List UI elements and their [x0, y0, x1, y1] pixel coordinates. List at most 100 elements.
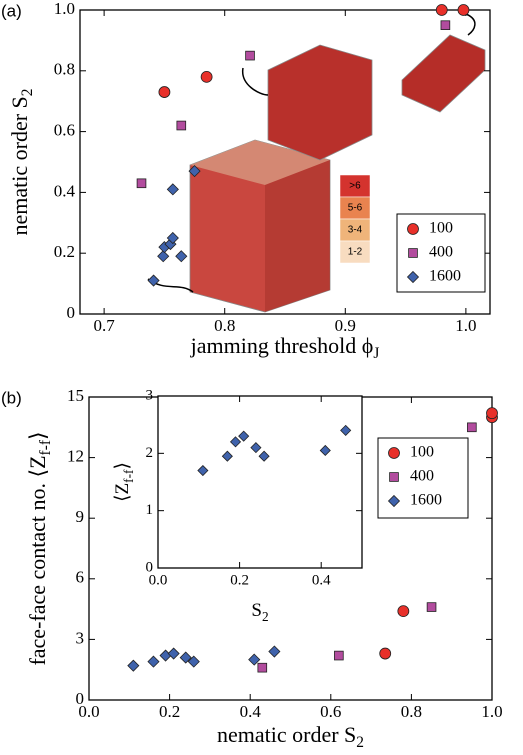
colorbar-swatch — [339, 240, 371, 264]
cube-illustrations — [147, 13, 486, 313]
y-tick-label: 1.0 — [54, 0, 75, 18]
x-axis-label-text: jamming threshold ϕ — [190, 333, 374, 358]
y-axis-label-text: face-face contact no. ⟨Z — [25, 455, 50, 665]
slab — [401, 34, 486, 113]
point — [147, 274, 160, 287]
point — [221, 450, 233, 462]
y-axis-label-end: ⟩ — [25, 431, 50, 440]
panel: 0.7 0.8 0.9 1.0 0 0.2 0.4 0.6 0.8 1.0 jamming thre… — [1, 0, 491, 362]
ordered-cube — [267, 44, 373, 161]
y-tick-label: 6 — [76, 568, 85, 587]
legend-marker — [387, 494, 401, 508]
y-axis-label-sub: 2 — [19, 89, 36, 97]
legend-label: 100 — [429, 220, 453, 237]
connector — [242, 67, 269, 96]
point — [229, 436, 242, 448]
point — [258, 450, 270, 462]
x-tick-label: 0.0 — [149, 572, 168, 588]
y-axis-label-sub: f-f — [121, 469, 136, 483]
legend-symbol — [388, 447, 400, 459]
cube-side — [265, 160, 330, 312]
point — [136, 178, 147, 189]
y-tick-label: 1 — [146, 502, 154, 518]
point — [127, 659, 140, 672]
point — [486, 407, 498, 420]
y-axis-label: face-face contact no. ⟨Zf-f⟩ — [25, 431, 53, 665]
point — [250, 442, 262, 454]
legend-label: 1600 — [410, 492, 442, 509]
legend-marker — [388, 447, 400, 459]
colorbar-label: 5-6 — [348, 203, 363, 214]
cube-top — [190, 140, 330, 185]
x-tick-label: 0.0 — [78, 702, 99, 721]
x-axis-label-sub: 2 — [262, 609, 269, 624]
x-tick-label: 0.2 — [159, 702, 180, 721]
point — [440, 20, 451, 30]
x-tick-label: 0.9 — [335, 316, 356, 335]
panel-label: (a) — [1, 1, 22, 20]
colorbar-label: 3-4 — [348, 225, 363, 236]
y-axis-label-end: ⟩ — [112, 462, 133, 469]
y-axis-label-sub: f-f — [37, 439, 54, 455]
point — [245, 50, 255, 61]
panel-label: (b) — [1, 388, 22, 407]
legend-label: 1600 — [429, 268, 461, 285]
point — [166, 231, 179, 245]
legend-marker — [406, 270, 420, 284]
x-axis-label: nematic order S2 — [217, 722, 364, 750]
x-tick-label: 0.4 — [312, 572, 331, 588]
x-tick-label: 1.0 — [481, 702, 502, 721]
point — [248, 653, 261, 666]
x-tick-label: 0.7 — [93, 316, 115, 335]
x-tick-label: 0.8 — [401, 702, 422, 721]
legend-marker — [389, 472, 399, 482]
point — [147, 655, 160, 668]
y-tick-label: 0 — [76, 689, 85, 708]
point — [158, 86, 171, 98]
legend-label: 100 — [410, 444, 434, 461]
point — [379, 647, 392, 660]
point — [176, 120, 187, 131]
x-axis-label-sub: 2 — [356, 734, 364, 751]
y-axis-label: ⟨Zf-f⟩ — [112, 462, 136, 502]
legend-symbol — [387, 494, 401, 508]
y-tick-label: 0.6 — [54, 121, 75, 140]
y-tick-label: 9 — [76, 507, 85, 526]
x-tick-label: 0.2 — [230, 572, 249, 588]
x-tick-label: 1.0 — [455, 316, 476, 335]
point — [397, 605, 410, 618]
plot-frame — [79, 9, 491, 315]
point — [467, 422, 477, 433]
legend-symbol — [407, 223, 419, 235]
inset-background — [158, 396, 362, 568]
point — [238, 430, 250, 442]
point — [197, 464, 209, 477]
point — [268, 645, 281, 658]
y-tick-label: 0.4 — [54, 181, 76, 200]
x-axis-label-text: S — [251, 600, 262, 621]
point — [435, 4, 448, 16]
point — [166, 183, 179, 196]
point — [319, 444, 331, 457]
x-tick-label: 0.4 — [240, 702, 262, 721]
y-axis-label-text: ⟨Z — [112, 483, 133, 502]
y-tick-label: 3 — [76, 628, 85, 647]
y-tick-label: 2 — [146, 445, 154, 461]
x-tick-label: 0.6 — [320, 702, 341, 721]
point — [457, 4, 470, 16]
legend-symbol — [389, 472, 399, 482]
y-axis-label-text: nematic order S — [7, 96, 32, 235]
y-tick-label: 0.8 — [54, 60, 75, 79]
legend-marker — [408, 248, 418, 258]
x-tick-label: 0.8 — [214, 316, 235, 335]
y-tick-label: 0 — [67, 303, 76, 322]
y-axis-label: nematic order S2 — [7, 89, 35, 236]
legend-marker — [407, 223, 419, 235]
point — [179, 651, 192, 664]
legend-label: 400 — [429, 244, 453, 261]
plot-frame — [157, 395, 363, 569]
y-tick-label: 3 — [146, 387, 154, 403]
